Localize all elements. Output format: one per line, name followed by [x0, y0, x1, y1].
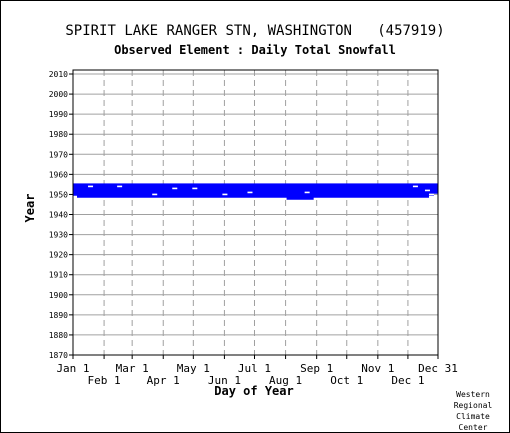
y-tick-label: 1920 [49, 251, 68, 260]
data-gap [172, 187, 178, 190]
plot-border [72, 69, 439, 356]
x-tick-label: Oct 1 [330, 374, 363, 387]
y-tick-label: 1890 [49, 311, 68, 320]
data-record-bar [286, 197, 314, 200]
y-tick-label: 1990 [49, 110, 68, 119]
data-record-bar [73, 185, 438, 188]
y-axis-title: Year [23, 194, 37, 223]
y-tick-label: 1950 [49, 190, 68, 199]
data-gap [192, 187, 198, 190]
x-tick-label: Feb 1 [88, 374, 121, 387]
x-tick-label: Apr 1 [147, 374, 180, 387]
x-tick-label: Jul 1 [238, 362, 271, 375]
credit-line: Climate [456, 412, 490, 421]
data-record-bar [73, 191, 438, 194]
y-tick-label: 1960 [49, 170, 68, 179]
data-gap [424, 189, 430, 192]
x-axis-title: Day of Year [214, 384, 293, 398]
wrcc-credit: Western Regional Climate Center [449, 389, 497, 432]
data-record-bar [73, 187, 438, 190]
data-gap [152, 193, 158, 196]
x-tick-label: May 1 [177, 362, 210, 375]
x-tick-label: Mar 1 [116, 362, 149, 375]
y-tick-label: 1930 [49, 231, 68, 240]
y-tick-label: 1910 [49, 271, 68, 280]
x-tick-label: Dec 31 [418, 362, 458, 375]
data-gap [304, 191, 310, 194]
data-record-bar [73, 193, 434, 196]
x-axis-ticks: Jan 1 Mar 1 May 1 Jul 1 Sep 1 Nov 1 Dec 31 Feb … [56, 355, 458, 387]
chart-subtitle: Observed Element : Daily Total Snowfall [114, 43, 396, 57]
x-tick-label: Aug 1 [269, 374, 302, 387]
x-tick-label: Dec 1 [391, 374, 424, 387]
credit-line: Center [458, 423, 488, 432]
y-tick-label: 1870 [49, 351, 68, 360]
x-tick-label: Jun 1 [208, 374, 241, 387]
y-tick-label: 1940 [49, 211, 68, 220]
data-gap [222, 193, 228, 196]
grid-layer [73, 70, 438, 356]
y-tick-label: 2000 [49, 90, 68, 99]
x-tick-label: Sep 1 [300, 362, 333, 375]
data-record-bar [73, 189, 438, 192]
data-layer [73, 183, 438, 200]
data-gap [428, 193, 434, 196]
y-tick-label: 1970 [49, 150, 68, 159]
data-gap [88, 185, 94, 188]
credit-line: Western [456, 390, 490, 399]
y-axis-ticks: 2010 2000 1990 1980 1970 1960 1950 1940 1930 1920… [49, 70, 73, 360]
y-tick-label: 1980 [49, 130, 68, 139]
x-tick-label: Nov 1 [361, 362, 394, 375]
data-record-bar [73, 183, 438, 186]
x-tick-label: Jan 1 [56, 362, 89, 375]
data-gap [412, 185, 418, 188]
data-record-bar [77, 195, 429, 198]
credit-line: Regional [453, 401, 493, 410]
chart-title: SPIRIT LAKE RANGER STN, WASHINGTON (4579… [65, 23, 445, 39]
y-tick-label: 1900 [49, 291, 68, 300]
data-gap [247, 191, 253, 194]
data-gap [117, 185, 123, 188]
y-tick-label: 2010 [49, 70, 68, 79]
y-tick-label: 1880 [49, 331, 68, 340]
